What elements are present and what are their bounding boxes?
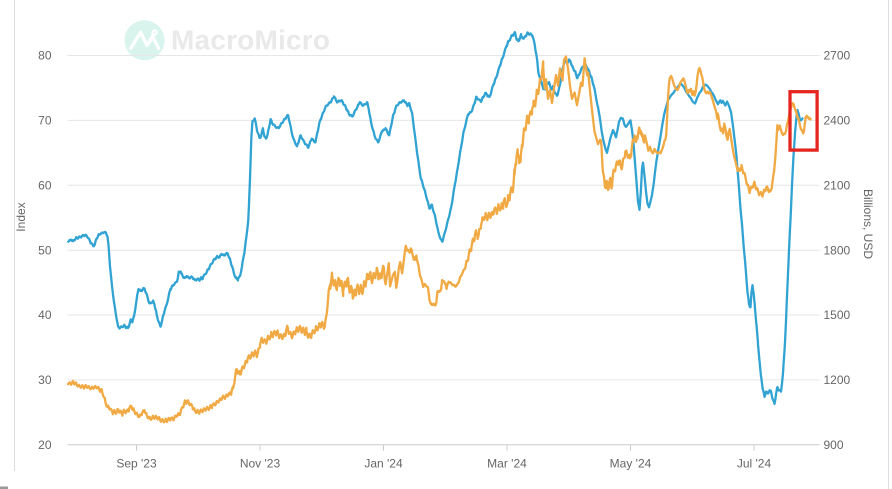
svg-text:Index: Index — [14, 202, 28, 231]
svg-text:Sep '23: Sep '23 — [116, 457, 157, 471]
svg-text:May '24: May '24 — [610, 457, 652, 471]
svg-text:Jul '24: Jul '24 — [737, 457, 772, 471]
svg-text:50: 50 — [38, 243, 52, 257]
svg-text:30: 30 — [38, 373, 52, 387]
svg-text:1500: 1500 — [824, 308, 851, 322]
svg-text:2100: 2100 — [824, 179, 851, 193]
svg-text:2400: 2400 — [824, 114, 851, 128]
svg-text:Billions, USD: Billions, USD — [861, 189, 875, 259]
svg-text:MacroMicro: MacroMicro — [171, 25, 330, 56]
svg-text:80: 80 — [38, 49, 52, 63]
svg-text:Jan '24: Jan '24 — [364, 457, 403, 471]
svg-text:2700: 2700 — [824, 49, 851, 63]
svg-text:Mar '24: Mar '24 — [487, 457, 527, 471]
svg-text:900: 900 — [824, 438, 844, 452]
svg-text:1200: 1200 — [824, 373, 851, 387]
svg-text:1800: 1800 — [824, 243, 851, 257]
svg-text:Nov '23: Nov '23 — [240, 457, 281, 471]
svg-text:20: 20 — [38, 438, 52, 452]
svg-text:70: 70 — [38, 114, 52, 128]
svg-text:60: 60 — [38, 179, 52, 193]
svg-text:40: 40 — [38, 308, 52, 322]
